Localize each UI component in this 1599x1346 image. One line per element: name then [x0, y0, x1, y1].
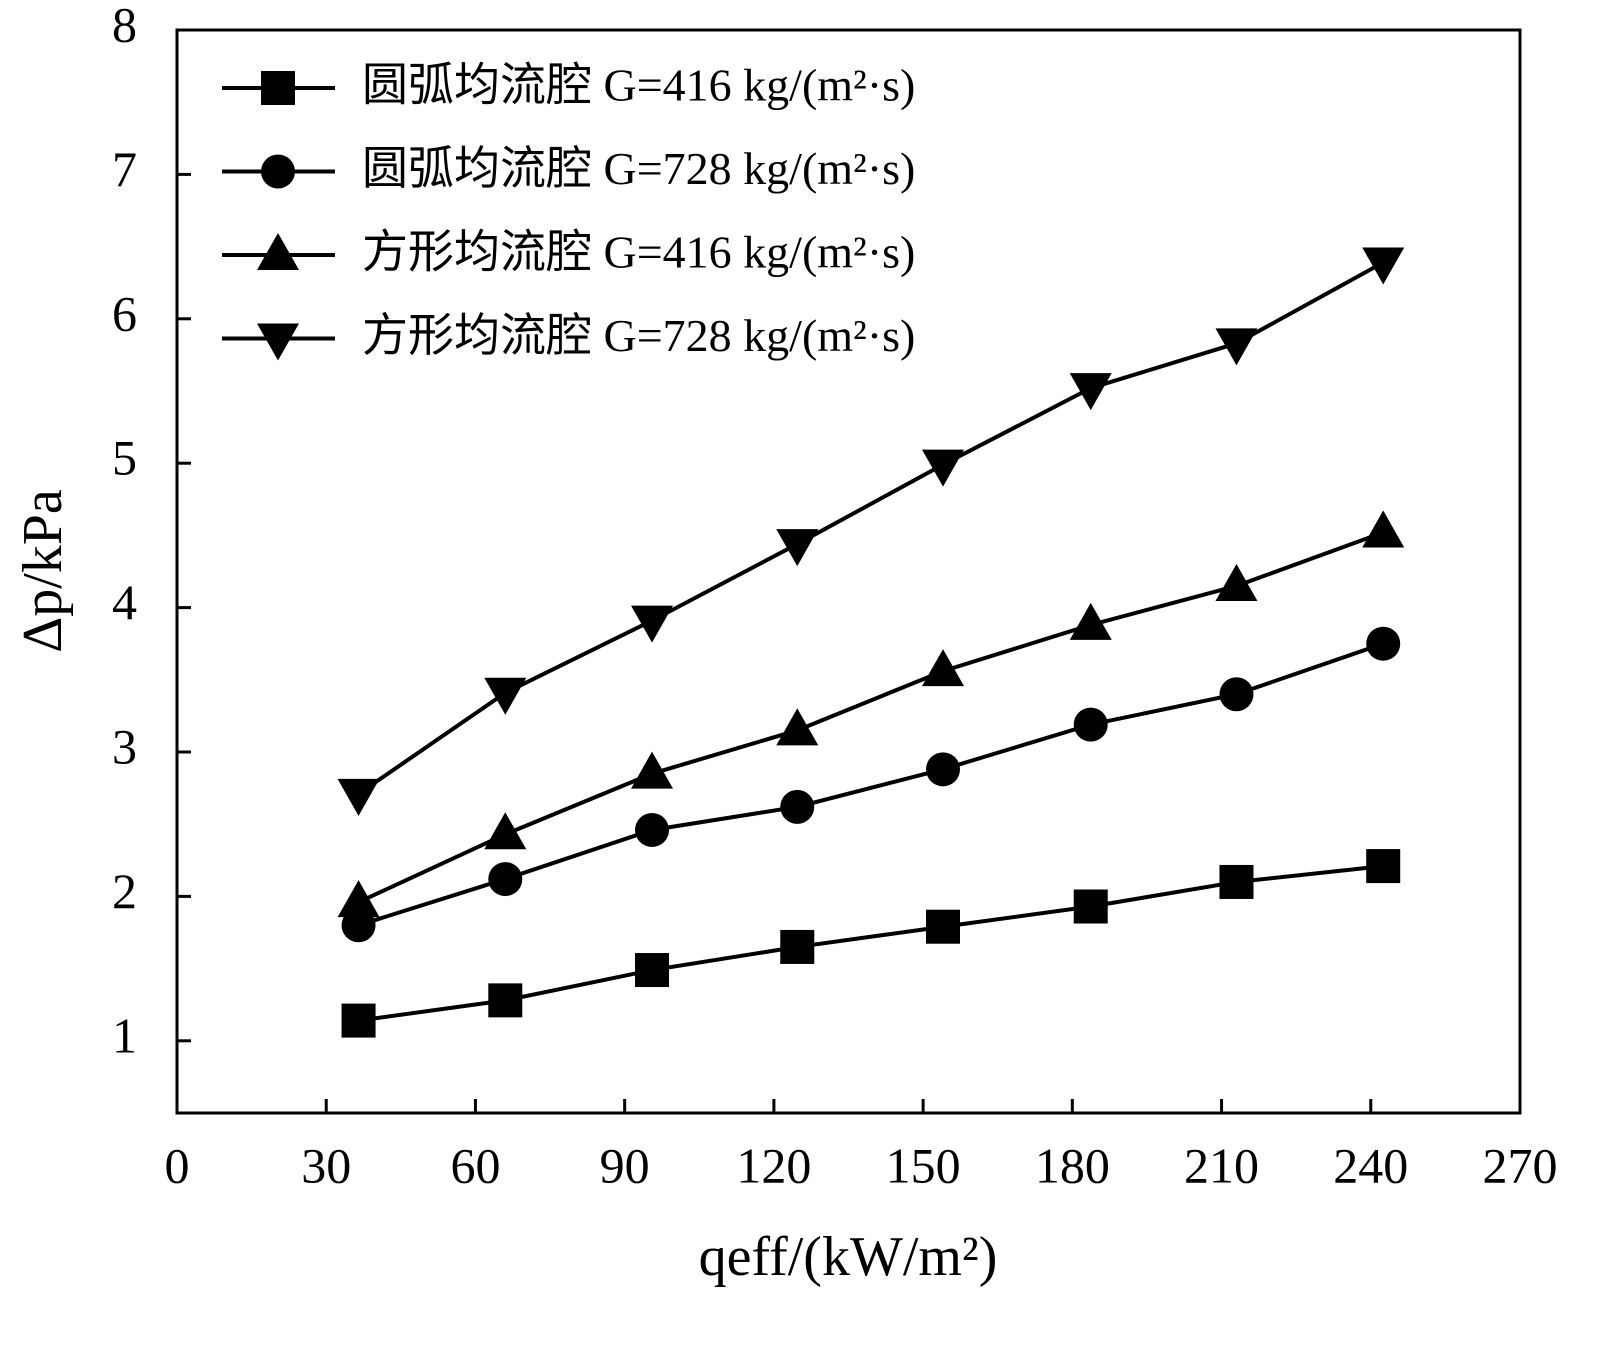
marker [1366, 849, 1401, 884]
marker [484, 812, 527, 850]
marker [1215, 328, 1258, 366]
marker [926, 909, 961, 944]
legend-label: 方形均流腔 G=416 kg/(m²·s) [362, 227, 915, 278]
series-line [357, 260, 1385, 796]
marker [926, 752, 961, 787]
x-tick-label: 120 [736, 1137, 811, 1193]
legend-label: 圆弧均流腔 G=728 kg/(m²·s) [362, 143, 915, 194]
marker [631, 605, 674, 643]
y-tick-label: 3 [112, 718, 137, 774]
marker [337, 778, 380, 816]
y-tick-label: 5 [112, 430, 137, 486]
marker [1362, 510, 1405, 548]
marker [257, 233, 299, 270]
series-line [358, 864, 1384, 1023]
marker [337, 880, 380, 918]
marker [635, 953, 670, 988]
y-tick-label: 8 [112, 0, 137, 52]
marker [1215, 563, 1258, 601]
marker [488, 862, 523, 897]
marker [631, 751, 674, 789]
marker [922, 649, 965, 687]
y-tick-label: 4 [112, 574, 137, 630]
marker [257, 323, 299, 361]
x-axis-label: qeff/(kW/m²) [699, 1226, 998, 1288]
x-tick-label: 240 [1333, 1137, 1408, 1193]
series-line [357, 530, 1384, 904]
marker [1069, 602, 1112, 640]
x-tick-label: 30 [301, 1137, 351, 1193]
x-tick-label: 0 [165, 1137, 190, 1193]
x-tick-label: 210 [1184, 1137, 1259, 1193]
marker [780, 929, 815, 964]
marker [1073, 889, 1108, 924]
marker [341, 1003, 376, 1038]
marker [261, 154, 295, 189]
plot-frame [175, 28, 1522, 1115]
marker [1219, 864, 1254, 899]
y-tick-label: 6 [112, 285, 137, 341]
marker [780, 789, 815, 824]
legend-label: 圆弧均流腔 G=416 kg/(m²·s) [362, 60, 915, 111]
x-tick-label: 180 [1035, 1137, 1110, 1193]
y-tick-label: 7 [112, 141, 137, 197]
y-tick-label: 1 [112, 1007, 137, 1063]
marker [1069, 373, 1112, 411]
marker [922, 449, 965, 487]
x-tick-label: 60 [450, 1137, 500, 1193]
marker [776, 529, 819, 567]
marker [261, 71, 295, 105]
marker [1073, 707, 1108, 742]
y-tick-label: 2 [112, 863, 137, 919]
marker [776, 708, 819, 746]
x-tick-label: 270 [1483, 1137, 1558, 1193]
series-line [357, 641, 1384, 928]
x-tick-label: 150 [886, 1137, 961, 1193]
marker [488, 983, 523, 1018]
marker [484, 677, 527, 715]
marker [1219, 677, 1254, 712]
marker [1362, 247, 1405, 285]
marker [635, 812, 670, 847]
x-tick-label: 90 [600, 1137, 650, 1193]
y-axis-label: Δp/kPa [12, 489, 74, 653]
marker [1366, 626, 1401, 661]
legend-label: 方形均流腔 G=728 kg/(m²·s) [362, 310, 915, 361]
